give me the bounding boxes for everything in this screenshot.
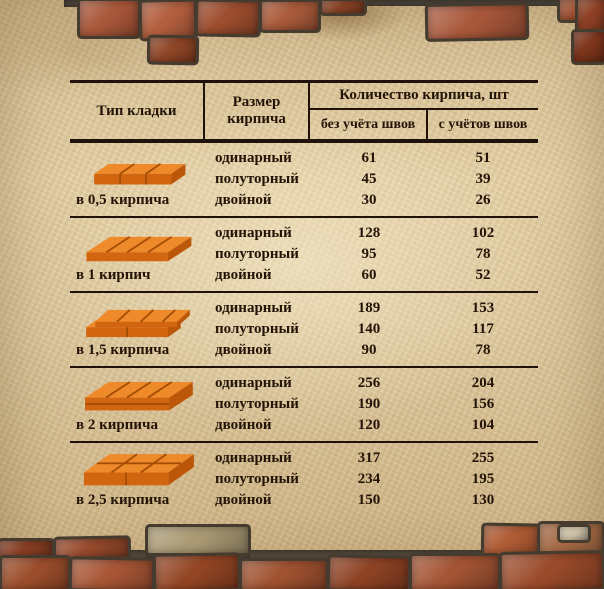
wall-brick <box>197 1 259 35</box>
count-no-seams-cell: 189 <box>357 300 381 316</box>
size-cell: одинарный <box>215 375 292 391</box>
wall-brick <box>322 1 364 13</box>
wall-brick <box>560 527 588 540</box>
count-no-seams-cell: 150 <box>357 492 381 508</box>
wall-brick <box>148 527 248 553</box>
wall-brick <box>0 541 52 557</box>
size-cell: двойной <box>215 342 272 358</box>
count-no-seams-cell: 317 <box>357 450 381 466</box>
count-with-seams-cell: 195 <box>471 471 495 487</box>
wall-brick <box>412 556 498 589</box>
mortar-strip <box>340 0 564 6</box>
brick-quantity-table: Тип кладки Размер кирпича Количество кир… <box>70 80 538 516</box>
header-with-seams: с учётов швов <box>438 116 528 132</box>
wall-brick <box>329 557 409 589</box>
count-with-seams-cell: 78 <box>475 246 491 262</box>
table-header: Тип кладки Размер кирпича Количество кир… <box>70 80 538 143</box>
wall-brick <box>262 2 318 30</box>
masonry-type-cell: в 2,5 кирпича <box>70 448 205 511</box>
header-quantity-subcolumns: без учёта швов с учётов швов <box>310 110 538 139</box>
size-cell: полуторный <box>215 471 299 487</box>
table-row-group: в 1 кирпич одинарный 128 102 полуторный … <box>70 218 538 293</box>
count-with-seams-cell: 204 <box>471 375 495 391</box>
table-row-group: в 0,5 кирпича одинарный 61 51 полуторный… <box>70 143 538 218</box>
wall-brick <box>71 559 153 589</box>
count-with-seams-cell: 104 <box>471 417 495 433</box>
wall-brick <box>427 5 527 39</box>
count-with-seams-cell: 130 <box>471 492 495 508</box>
wall-brick <box>574 32 604 62</box>
half-brick-course-icon <box>93 163 185 185</box>
size-cell: двойной <box>215 267 272 283</box>
count-no-seams-cell: 140 <box>357 321 381 337</box>
wall-brick <box>242 561 326 589</box>
count-no-seams-cell: 128 <box>357 225 381 241</box>
masonry-type-label: в 1,5 кирпича <box>76 342 170 358</box>
masonry-type-cell: в 1 кирпич <box>70 223 205 286</box>
header-brick-size: Размер кирпича <box>205 83 310 139</box>
masonry-type-cell: в 1,5 кирпича <box>70 298 205 361</box>
size-cell: двойной <box>215 492 272 508</box>
count-no-seams-cell: 234 <box>357 471 381 487</box>
count-no-seams-cell: 256 <box>357 375 381 391</box>
masonry-type-label: в 1 кирпич <box>76 267 151 283</box>
size-cell: полуторный <box>215 171 299 187</box>
size-cell: одинарный <box>215 225 292 241</box>
size-cell: одинарный <box>215 300 292 316</box>
one-brick-layer-icon <box>85 236 191 262</box>
wall-brick <box>578 0 604 34</box>
count-with-seams-cell: 26 <box>475 192 491 208</box>
wall-brick <box>483 525 539 555</box>
count-no-seams-cell: 190 <box>357 396 381 412</box>
two-and-half-brick-layer-icon <box>83 453 194 486</box>
masonry-type-cell: в 0,5 кирпича <box>70 148 205 211</box>
wall-brick <box>155 555 239 589</box>
wall-brick <box>55 538 129 558</box>
masonry-type-cell: в 2 кирпича <box>70 373 205 436</box>
wall-brick <box>501 553 603 589</box>
count-no-seams-cell: 120 <box>357 417 381 433</box>
table-row-group: в 2 кирпича одинарный 256 204 полуторный… <box>70 368 538 443</box>
count-no-seams-cell: 95 <box>361 246 377 262</box>
count-with-seams-cell: 156 <box>471 396 495 412</box>
count-with-seams-cell: 52 <box>475 267 491 283</box>
count-with-seams-cell: 102 <box>471 225 495 241</box>
header-quantity: Количество кирпича, шт <box>310 83 538 110</box>
wall-brick <box>80 1 138 36</box>
wall-brick <box>2 558 68 589</box>
header-masonry-type: Тип кладки <box>70 83 205 139</box>
size-cell: одинарный <box>215 150 292 166</box>
masonry-type-label: в 2,5 кирпича <box>76 492 170 508</box>
two-brick-layer-icon <box>84 381 193 411</box>
masonry-type-label: в 0,5 кирпича <box>76 192 170 208</box>
masonry-type-label: в 2 кирпича <box>76 417 158 433</box>
count-no-seams-cell: 61 <box>361 150 377 166</box>
wall-brick <box>141 1 195 39</box>
count-no-seams-cell: 60 <box>361 267 377 283</box>
count-with-seams-cell: 51 <box>475 150 491 166</box>
size-cell: полуторный <box>215 321 299 337</box>
count-with-seams-cell: 153 <box>471 300 495 316</box>
table-row-group: в 2,5 кирпича одинарный 317 255 полуторн… <box>70 443 538 516</box>
count-with-seams-cell: 117 <box>472 321 494 337</box>
count-with-seams-cell: 255 <box>471 450 495 466</box>
header-no-seams: без учёта швов <box>310 110 428 139</box>
table-row-group: в 1,5 кирпича одинарный 189 153 полуторн… <box>70 293 538 368</box>
size-cell: полуторный <box>215 246 299 262</box>
one-and-half-brick-layer-icon <box>85 309 190 338</box>
size-cell: полуторный <box>215 396 299 412</box>
count-with-seams-cell: 39 <box>475 171 491 187</box>
size-cell: двойной <box>215 417 272 433</box>
count-with-seams-cell: 78 <box>475 342 491 358</box>
count-no-seams-cell: 45 <box>361 171 377 187</box>
count-no-seams-cell: 30 <box>361 192 377 208</box>
size-cell: двойной <box>215 192 272 208</box>
wall-brick <box>149 37 197 63</box>
size-cell: одинарный <box>215 450 292 466</box>
count-no-seams-cell: 90 <box>361 342 377 358</box>
